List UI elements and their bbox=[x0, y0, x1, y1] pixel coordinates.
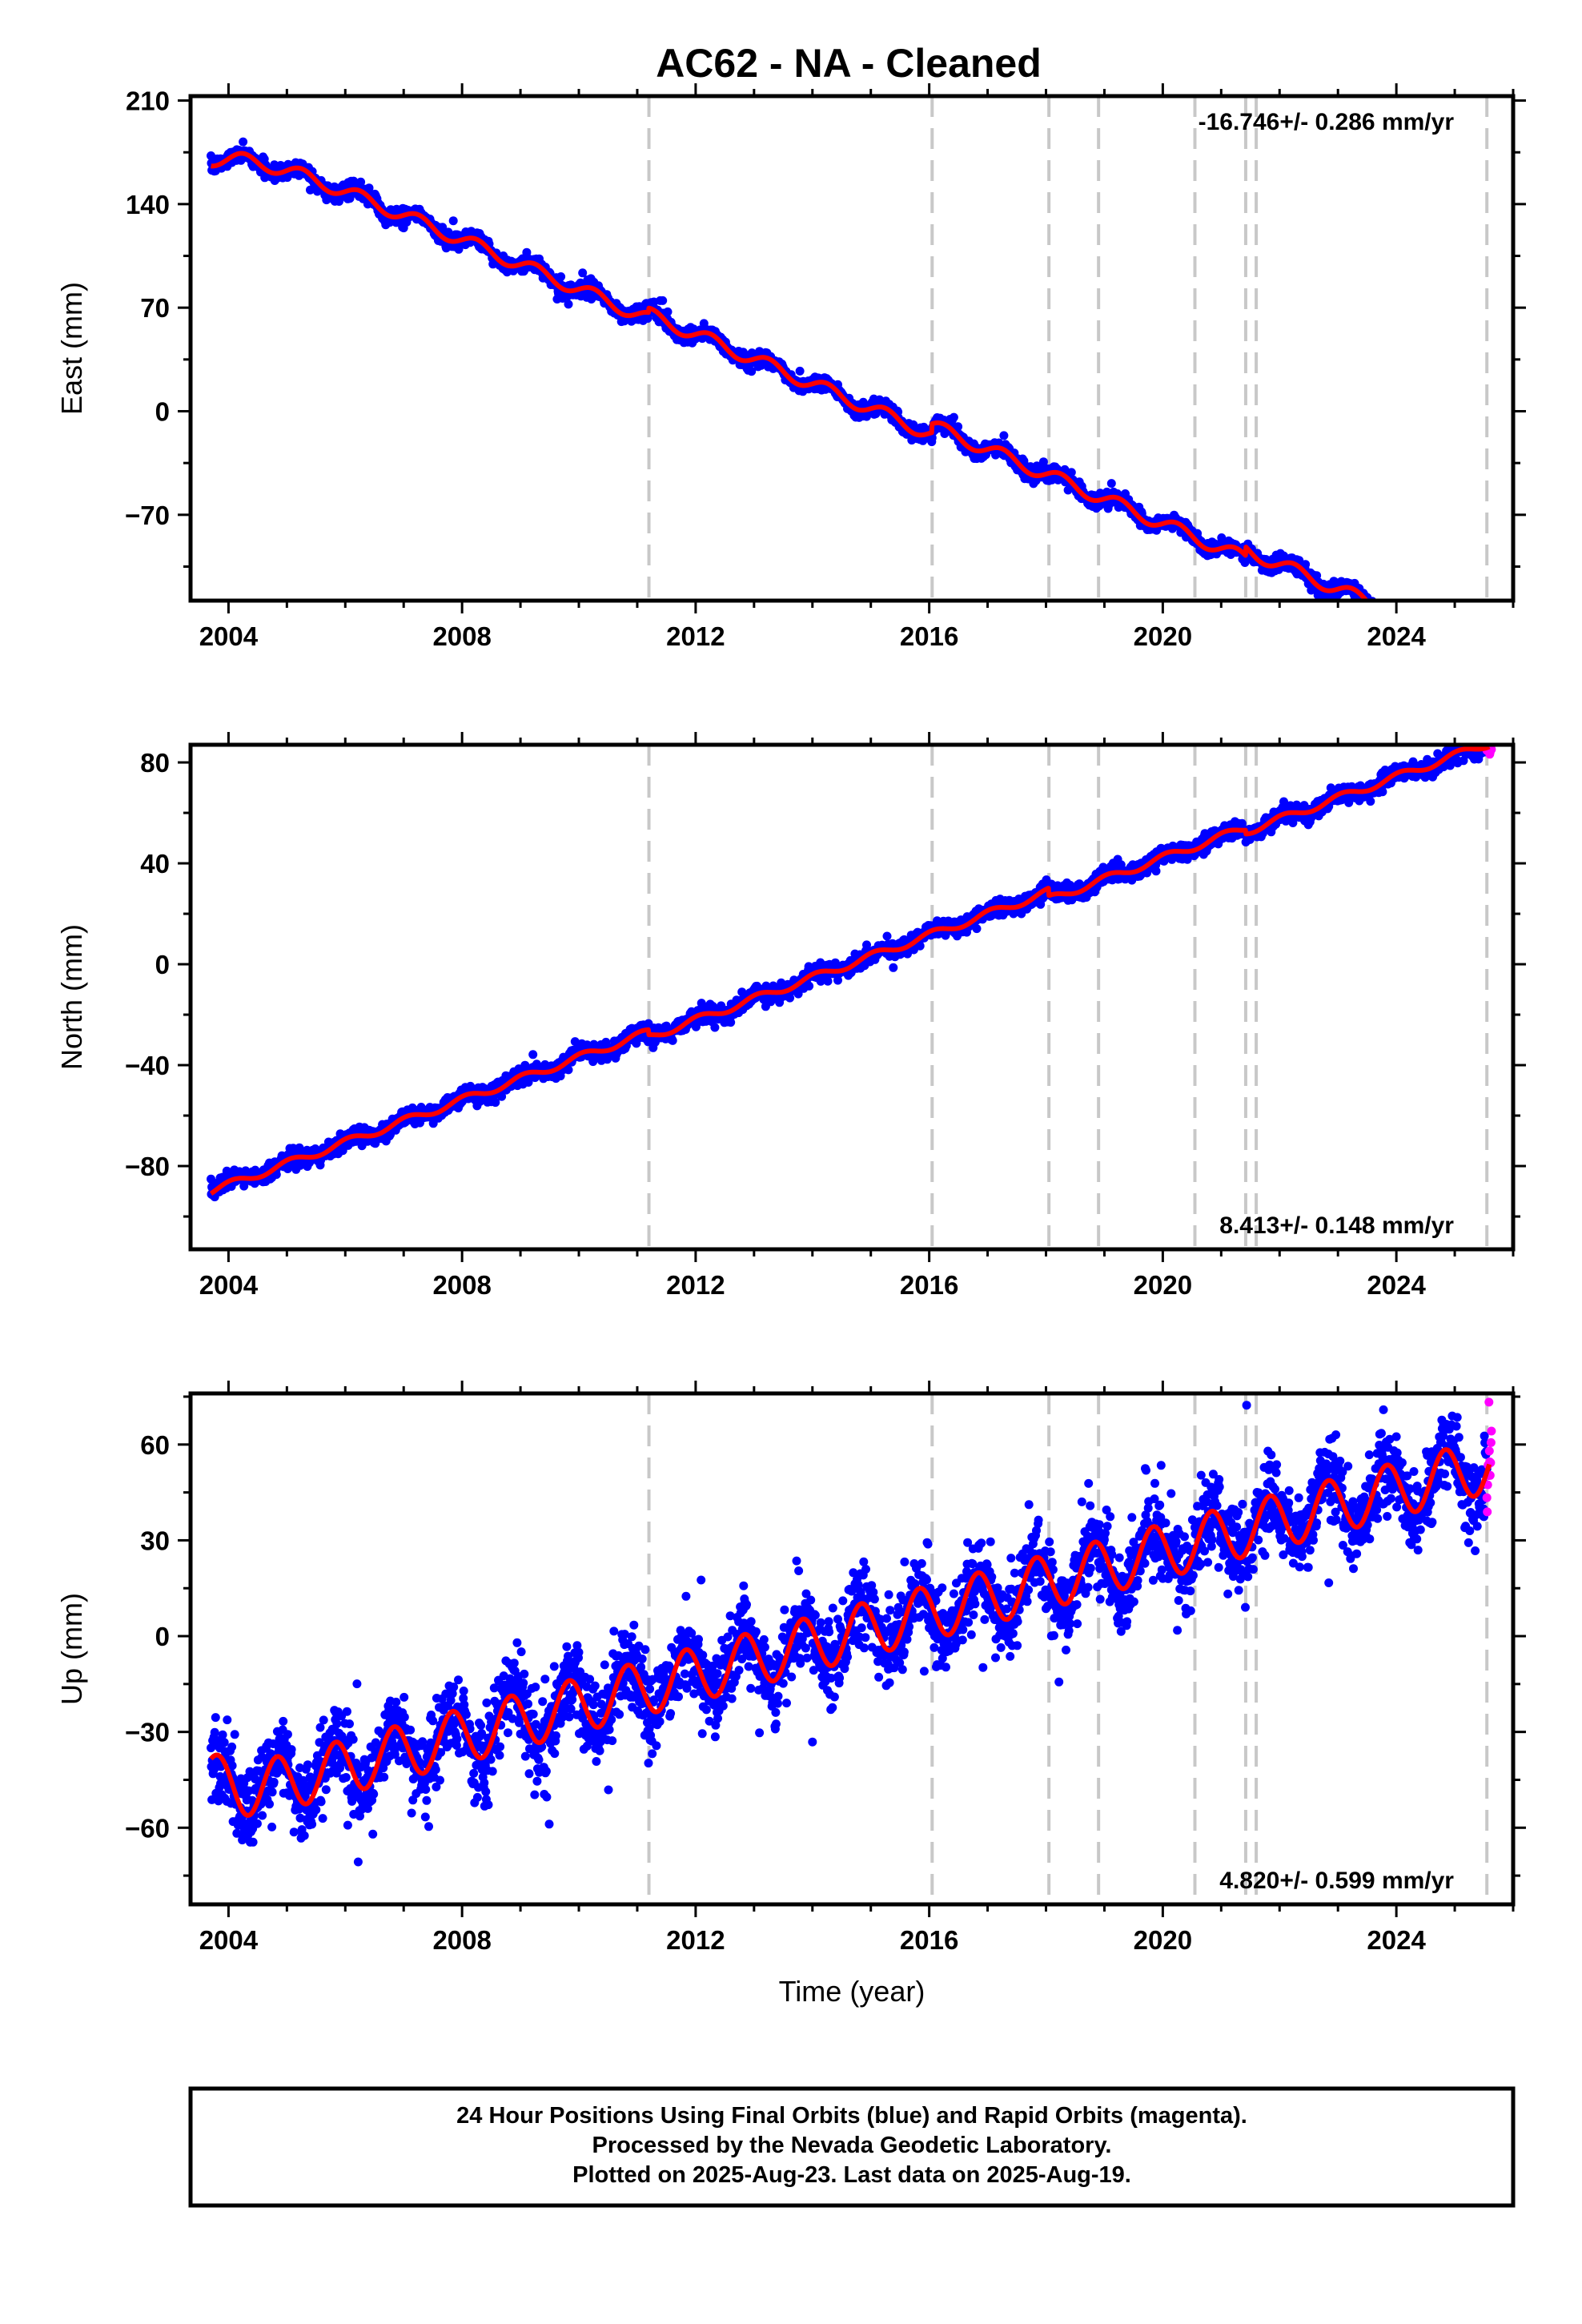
data-point bbox=[949, 412, 958, 422]
data-point bbox=[578, 268, 588, 278]
data-point bbox=[663, 307, 673, 316]
x-tick-label: 2024 bbox=[1367, 621, 1426, 651]
data-point bbox=[1066, 468, 1076, 477]
y-tick-label: 0 bbox=[155, 397, 170, 427]
y-axis-title: East (mm) bbox=[55, 282, 88, 415]
x-tick-label: 2016 bbox=[900, 621, 958, 651]
data-point bbox=[889, 963, 898, 972]
data-point bbox=[239, 137, 248, 147]
data-point bbox=[999, 431, 1009, 440]
x-tick-label: 2008 bbox=[432, 621, 491, 651]
data-point bbox=[438, 223, 448, 232]
data-point bbox=[882, 931, 892, 941]
data-point bbox=[556, 272, 566, 281]
y-tick-label: 70 bbox=[140, 293, 170, 323]
rate-label: -16.746+/- 0.286 mm/yr bbox=[1199, 109, 1455, 135]
x-tick-label: 2004 bbox=[199, 621, 259, 651]
data-point bbox=[795, 366, 805, 376]
x-tick-label: 2020 bbox=[1134, 621, 1192, 651]
data-point bbox=[564, 300, 573, 309]
data-point bbox=[1106, 479, 1116, 489]
data-point bbox=[710, 1023, 720, 1032]
panel-east: 2004 2008 2012 2016 2020 2024 210 140 70 0 −70 East… bbox=[55, 83, 1526, 651]
data-point bbox=[448, 216, 458, 226]
data-point bbox=[805, 981, 814, 991]
panels: 2004 2008 2012 2016 2020 2024 210 140 70 0 −70 East… bbox=[55, 83, 1526, 2008]
y-tick-label: 210 bbox=[126, 86, 170, 116]
figure-title: AC62 - NA - Cleaned bbox=[656, 41, 1042, 86]
data-point bbox=[528, 1050, 538, 1059]
data-point bbox=[658, 296, 668, 305]
y-tick-label: 140 bbox=[126, 190, 170, 219]
data-point bbox=[668, 1035, 677, 1045]
x-tick-label: 2012 bbox=[666, 621, 725, 651]
y-tick-label: −70 bbox=[125, 501, 170, 530]
data-point bbox=[564, 1065, 573, 1075]
event-lines bbox=[647, 96, 1489, 601]
